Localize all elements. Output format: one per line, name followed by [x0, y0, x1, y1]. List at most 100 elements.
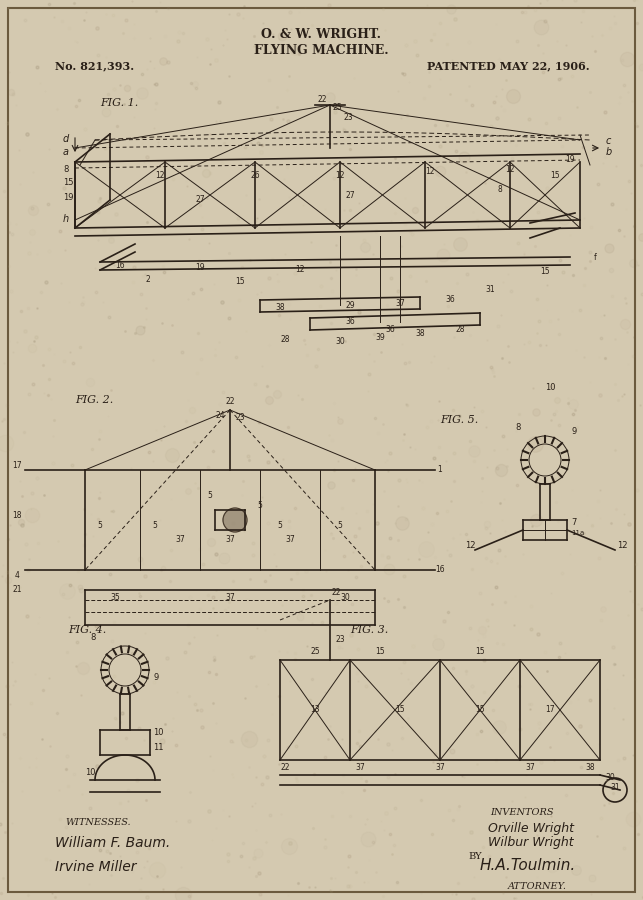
Text: 21: 21	[12, 586, 22, 595]
Text: 37: 37	[525, 763, 535, 772]
Text: b: b	[606, 147, 612, 157]
Text: 39: 39	[375, 334, 385, 343]
Text: 19: 19	[195, 264, 205, 273]
Text: 37: 37	[395, 299, 405, 308]
Text: 5: 5	[98, 520, 102, 529]
Text: 12: 12	[335, 170, 345, 179]
Text: 23: 23	[235, 413, 245, 422]
Text: 31: 31	[485, 285, 495, 294]
Text: 10: 10	[153, 728, 163, 737]
Text: 8: 8	[498, 185, 502, 194]
Text: 18: 18	[12, 510, 22, 519]
Text: 12: 12	[425, 167, 435, 176]
Text: 8: 8	[90, 633, 95, 642]
Text: 9: 9	[571, 427, 576, 436]
Text: 10: 10	[545, 383, 556, 392]
Text: FIG. 3.: FIG. 3.	[350, 625, 388, 635]
Text: 22: 22	[317, 95, 327, 104]
Text: 37: 37	[435, 763, 445, 772]
Text: 7: 7	[571, 518, 576, 527]
Text: 15: 15	[395, 706, 405, 715]
Text: PATENTED MAY 22, 1906.: PATENTED MAY 22, 1906.	[428, 60, 590, 71]
Text: a: a	[63, 147, 69, 157]
Text: d: d	[63, 134, 69, 144]
Text: 37: 37	[225, 536, 235, 544]
Text: 13: 13	[310, 706, 320, 715]
Text: No. 821,393.: No. 821,393.	[55, 60, 134, 71]
Text: BY: BY	[468, 852, 482, 861]
Text: 19: 19	[63, 193, 73, 202]
Text: 23: 23	[335, 635, 345, 644]
Text: 28: 28	[455, 326, 465, 335]
Text: 1: 1	[438, 465, 442, 474]
Text: 2: 2	[145, 275, 150, 284]
Text: William F. Baum.: William F. Baum.	[55, 836, 170, 850]
Text: FLYING MACHINE.: FLYING MACHINE.	[254, 44, 388, 57]
Text: 12: 12	[505, 166, 515, 175]
Text: Wilbur Wright: Wilbur Wright	[488, 836, 574, 849]
Text: FIG. 4.: FIG. 4.	[68, 625, 106, 635]
Text: 30: 30	[335, 338, 345, 346]
Text: 38: 38	[275, 303, 285, 312]
Text: 37: 37	[285, 536, 295, 544]
Text: 12: 12	[465, 541, 476, 550]
Text: 22: 22	[332, 588, 341, 597]
Text: 15: 15	[540, 267, 550, 276]
Text: 17: 17	[545, 706, 555, 715]
Text: 36: 36	[345, 318, 355, 327]
Text: Irvine Miller: Irvine Miller	[55, 860, 136, 874]
Text: ATTORNEY.: ATTORNEY.	[508, 882, 567, 891]
Text: 4: 4	[15, 571, 19, 580]
Text: 36: 36	[385, 326, 395, 335]
Text: 8: 8	[63, 165, 68, 174]
Text: 38: 38	[585, 763, 595, 772]
Text: h: h	[63, 214, 69, 224]
Text: 10: 10	[85, 768, 96, 777]
Text: 11a: 11a	[571, 530, 584, 536]
Text: 15: 15	[475, 647, 485, 656]
Text: FIG. 5.: FIG. 5.	[440, 415, 478, 425]
Text: 16: 16	[115, 260, 125, 269]
Text: 25: 25	[310, 647, 320, 656]
Text: 35: 35	[110, 593, 120, 602]
Text: 9: 9	[153, 673, 158, 682]
Text: WITNESSES.: WITNESSES.	[65, 818, 131, 827]
Text: O. & W. WRIGHT.: O. & W. WRIGHT.	[261, 28, 381, 41]
Text: 15: 15	[235, 277, 245, 286]
Text: 23: 23	[343, 113, 353, 122]
Text: FIG. 1.: FIG. 1.	[100, 98, 138, 108]
Text: 28: 28	[280, 336, 290, 345]
Text: 24: 24	[215, 410, 225, 419]
Text: 27: 27	[345, 191, 355, 200]
Text: 15: 15	[63, 178, 73, 187]
Text: 26: 26	[250, 170, 260, 179]
Text: 22: 22	[280, 763, 290, 772]
Text: 37: 37	[355, 763, 365, 772]
Text: FIG. 2.: FIG. 2.	[75, 395, 113, 405]
Text: 11: 11	[153, 743, 163, 752]
Text: 5: 5	[152, 520, 158, 529]
Text: 17: 17	[12, 461, 22, 470]
Text: 16: 16	[435, 565, 445, 574]
Text: 8: 8	[515, 423, 520, 432]
Text: 12: 12	[295, 266, 305, 274]
Text: 5: 5	[258, 500, 262, 509]
Text: 12: 12	[155, 170, 165, 179]
Text: 31: 31	[610, 784, 620, 793]
Text: 15: 15	[475, 706, 485, 715]
Text: c: c	[606, 136, 611, 146]
Text: 37: 37	[225, 593, 235, 602]
Text: f: f	[593, 254, 596, 263]
Text: 37: 37	[175, 536, 185, 544]
Text: 30: 30	[340, 593, 350, 602]
Text: Orville Wright: Orville Wright	[488, 822, 574, 835]
Text: 36: 36	[445, 295, 455, 304]
Circle shape	[223, 508, 247, 532]
Text: 38: 38	[415, 329, 425, 338]
Text: 29: 29	[345, 301, 355, 310]
Text: 5: 5	[338, 520, 343, 529]
Text: 22: 22	[225, 398, 235, 407]
Text: 25: 25	[332, 104, 342, 112]
Text: 30: 30	[605, 773, 615, 782]
Text: 27: 27	[195, 195, 205, 204]
